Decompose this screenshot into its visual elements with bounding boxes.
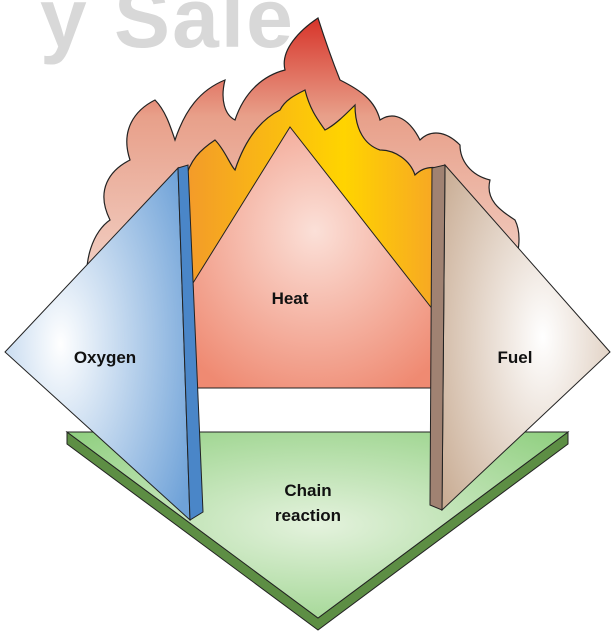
oxygen-label: Oxygen xyxy=(73,348,137,367)
gap xyxy=(195,388,435,424)
fuel-label: Fuel xyxy=(497,348,533,367)
heat-face xyxy=(192,126,438,389)
chain-reaction-label: Chain reaction xyxy=(274,481,342,525)
fuel-edge xyxy=(429,164,446,511)
heat-label: Heat xyxy=(271,289,309,308)
watermark: y Sale xyxy=(40,0,295,65)
oxygen-edge xyxy=(177,164,204,521)
